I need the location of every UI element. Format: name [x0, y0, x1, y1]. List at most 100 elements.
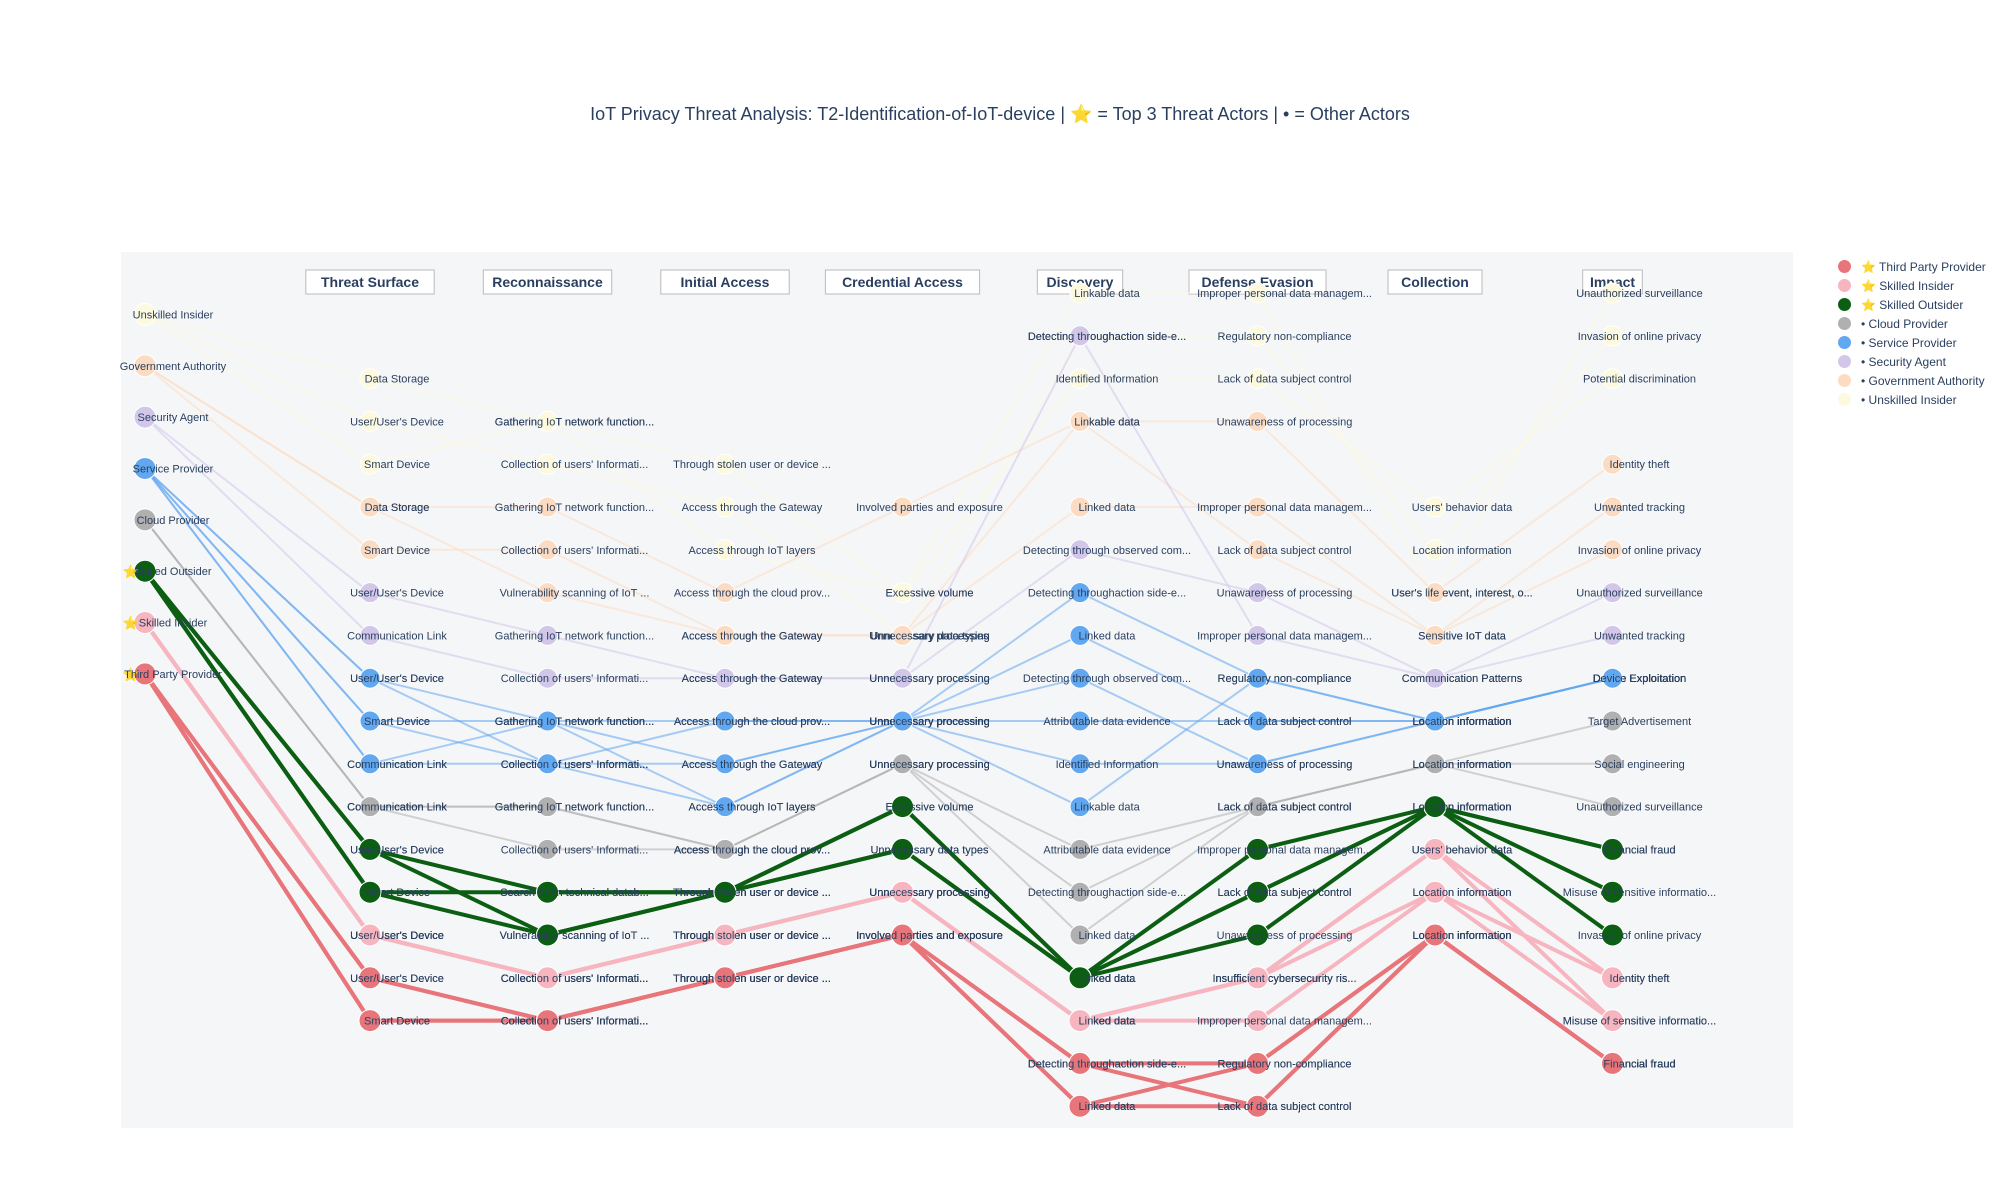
actor-node-service-provider[interactable] [133, 456, 157, 480]
node-impact[interactable] [1602, 710, 1623, 732]
node-threat-surface[interactable] [359, 667, 381, 689]
node-impact[interactable] [1601, 837, 1624, 861]
legend-item-cloud-provider[interactable]: • Cloud Provider [1832, 314, 1986, 333]
node-defense-evasion[interactable] [1246, 880, 1269, 904]
actor-node-security-agent[interactable] [133, 405, 157, 429]
node-defense-evasion[interactable] [1246, 923, 1269, 947]
node-impact[interactable] [1602, 325, 1623, 347]
node-threat-surface[interactable] [359, 582, 381, 604]
node-impact[interactable] [1602, 282, 1623, 304]
node-credential-access[interactable] [892, 496, 913, 518]
node-collection[interactable] [1424, 667, 1446, 689]
node-threat-surface[interactable] [359, 710, 381, 732]
node-initial-access[interactable] [713, 880, 737, 904]
node-collection[interactable] [1423, 795, 1447, 819]
node-credential-access[interactable] [892, 582, 913, 604]
node-reconnaissance[interactable] [537, 539, 558, 561]
node-credential-access[interactable] [891, 923, 914, 947]
actor-node-skilled-insider[interactable] [133, 611, 157, 635]
node-threat-surface[interactable] [359, 453, 381, 475]
node-credential-access[interactable] [892, 667, 913, 689]
node-initial-access[interactable] [714, 710, 736, 732]
node-credential-access[interactable] [892, 624, 913, 646]
node-impact[interactable] [1602, 624, 1623, 646]
node-threat-surface[interactable] [358, 837, 382, 861]
node-impact[interactable] [1602, 796, 1623, 818]
node-defense-evasion[interactable] [1247, 496, 1268, 518]
node-impact[interactable] [1602, 539, 1623, 561]
actor-node-third-party-provider[interactable] [133, 662, 157, 686]
node-discovery[interactable] [1069, 282, 1091, 304]
legend-item-service-provider[interactable]: • Service Provider [1832, 333, 1986, 352]
node-defense-evasion[interactable] [1246, 966, 1269, 990]
node-collection[interactable] [1424, 496, 1446, 518]
node-discovery[interactable] [1068, 1009, 1092, 1033]
node-initial-access[interactable] [714, 667, 736, 689]
node-impact[interactable] [1601, 966, 1624, 990]
node-discovery[interactable] [1069, 838, 1091, 860]
node-threat-surface[interactable] [359, 796, 381, 818]
actor-node-unskilled-insider[interactable] [133, 302, 157, 326]
legend-item-security-agent[interactable]: • Security Agent [1832, 352, 1986, 371]
node-defense-evasion[interactable] [1247, 368, 1268, 390]
node-threat-surface[interactable] [359, 368, 381, 390]
node-defense-evasion[interactable] [1247, 539, 1268, 561]
node-impact[interactable] [1602, 496, 1623, 518]
actor-node-skilled-outsider[interactable] [133, 559, 157, 583]
node-defense-evasion[interactable] [1247, 796, 1268, 818]
legend-item-skilled-outsider[interactable]: ⭐ Skilled Outsider [1832, 295, 1986, 314]
node-initial-access[interactable] [714, 539, 736, 561]
node-discovery[interactable] [1068, 1094, 1092, 1118]
node-threat-surface[interactable] [359, 410, 381, 432]
node-initial-access[interactable] [714, 624, 736, 646]
node-reconnaissance[interactable] [537, 753, 558, 775]
node-initial-access[interactable] [713, 966, 737, 990]
node-threat-surface[interactable] [359, 624, 381, 646]
node-collection[interactable] [1424, 753, 1446, 775]
node-reconnaissance[interactable] [536, 880, 559, 904]
node-reconnaissance[interactable] [537, 496, 558, 518]
node-reconnaissance[interactable] [537, 710, 558, 732]
node-collection[interactable] [1424, 710, 1446, 732]
node-discovery[interactable] [1069, 881, 1091, 903]
node-collection[interactable] [1423, 923, 1447, 947]
node-defense-evasion[interactable] [1247, 667, 1268, 689]
node-defense-evasion[interactable] [1247, 710, 1268, 732]
node-defense-evasion[interactable] [1247, 410, 1268, 432]
node-threat-surface[interactable] [358, 966, 382, 990]
node-credential-access[interactable] [891, 837, 914, 861]
node-defense-evasion[interactable] [1247, 282, 1268, 304]
node-initial-access[interactable] [714, 453, 736, 475]
actor-node-cloud-provider[interactable] [133, 508, 157, 532]
node-impact[interactable] [1602, 368, 1623, 390]
node-initial-access[interactable] [714, 582, 736, 604]
node-initial-access[interactable] [714, 796, 736, 818]
node-credential-access[interactable] [891, 880, 914, 904]
node-collection[interactable] [1424, 624, 1446, 646]
node-discovery[interactable] [1069, 410, 1091, 432]
node-discovery[interactable] [1068, 1051, 1092, 1075]
node-discovery[interactable] [1069, 667, 1091, 689]
legend-item-government-authority[interactable]: • Government Authority [1832, 371, 1986, 390]
node-discovery[interactable] [1068, 966, 1092, 990]
node-initial-access[interactable] [714, 753, 736, 775]
node-credential-access[interactable] [892, 710, 913, 732]
node-impact[interactable] [1601, 880, 1624, 904]
node-discovery[interactable] [1069, 710, 1091, 732]
node-discovery[interactable] [1069, 796, 1091, 818]
node-collection[interactable] [1424, 582, 1446, 604]
node-defense-evasion[interactable] [1247, 582, 1268, 604]
node-impact[interactable] [1602, 753, 1623, 775]
node-reconnaissance[interactable] [537, 667, 558, 689]
node-reconnaissance[interactable] [536, 966, 559, 990]
node-discovery[interactable] [1069, 325, 1091, 347]
node-impact[interactable] [1602, 453, 1623, 475]
node-collection[interactable] [1423, 880, 1447, 904]
node-defense-evasion[interactable] [1246, 1009, 1269, 1033]
node-initial-access[interactable] [713, 923, 737, 947]
node-reconnaissance[interactable] [537, 796, 558, 818]
node-defense-evasion[interactable] [1246, 1094, 1269, 1118]
node-threat-surface[interactable] [358, 923, 382, 947]
node-discovery[interactable] [1069, 496, 1091, 518]
node-discovery[interactable] [1069, 539, 1091, 561]
